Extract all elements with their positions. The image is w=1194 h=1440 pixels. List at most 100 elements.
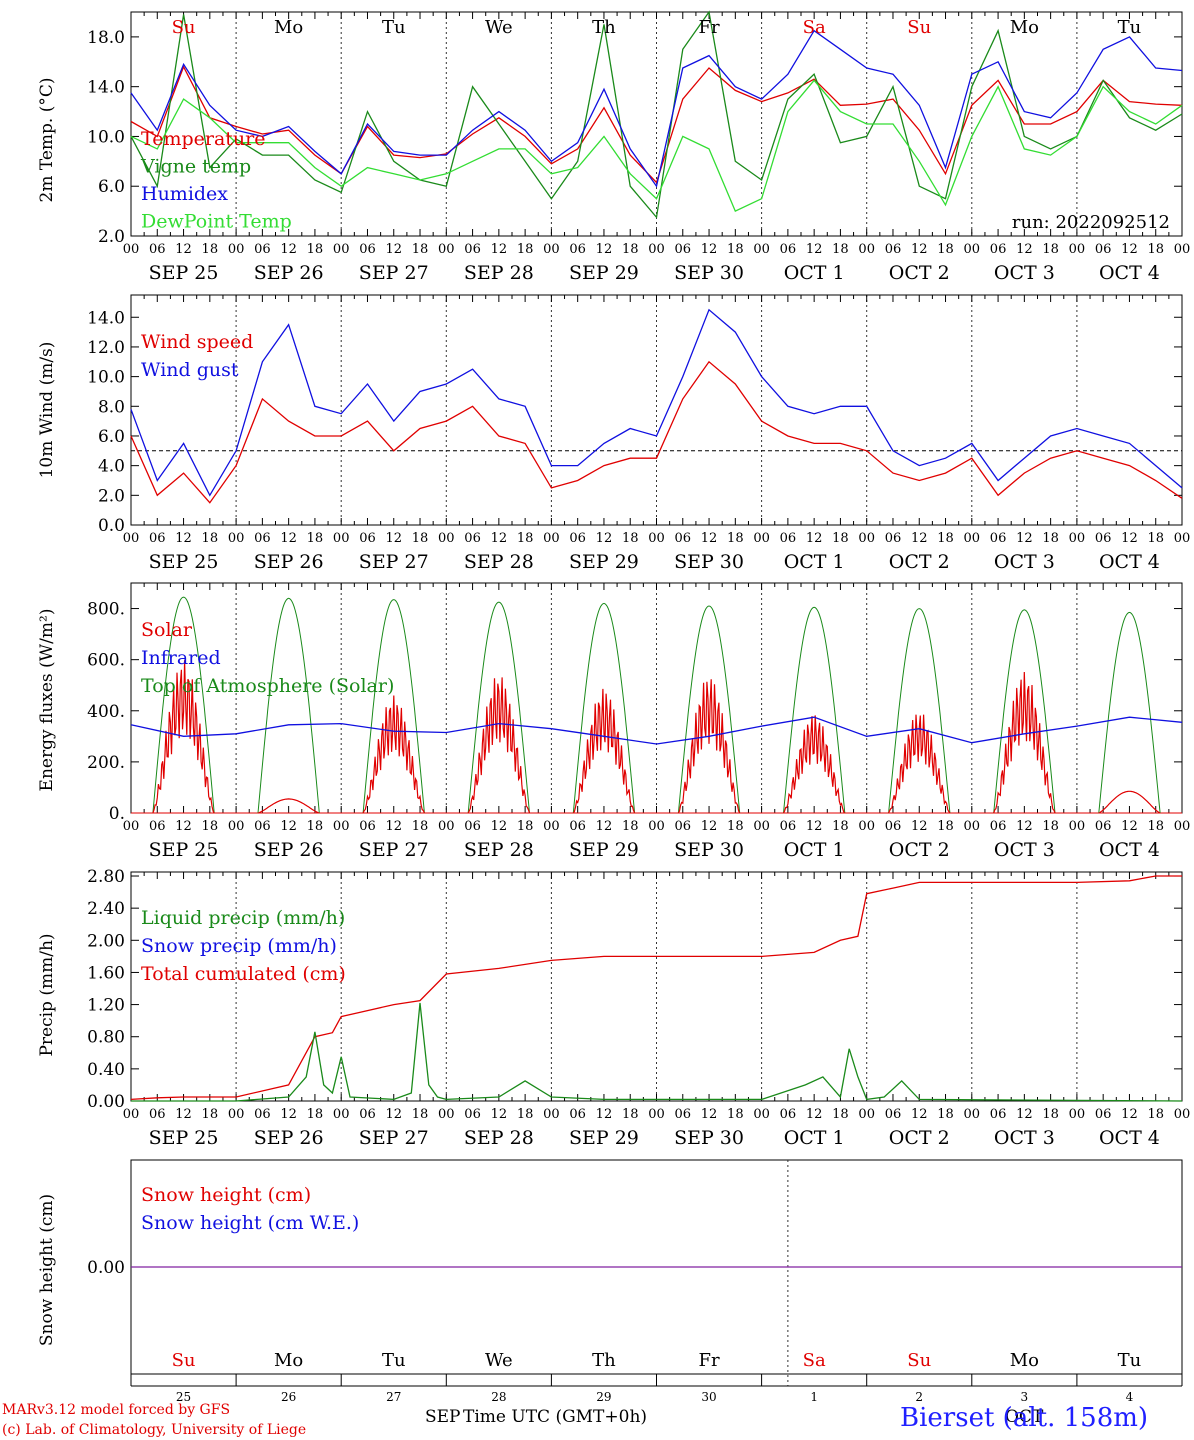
hour-label: 18 [622, 819, 639, 834]
hour-label: 18 [412, 819, 429, 834]
weekday-label: Mo [274, 17, 303, 38]
weekday-label: Mo [1010, 17, 1039, 38]
hour-label: 18 [202, 531, 219, 546]
hour-label: 00 [543, 242, 560, 257]
date-label: OCT 1 [784, 262, 845, 284]
hour-label: 00 [543, 819, 560, 834]
date-label: OCT 1 [784, 551, 845, 573]
hour-label: 18 [307, 531, 324, 546]
hour-label: 12 [1121, 819, 1138, 834]
hour-label: 00 [1069, 242, 1086, 257]
y-axis-label: Energy fluxes (W/m²) [37, 609, 57, 792]
hour-label: 18 [832, 819, 849, 834]
y-tick-label: 0.00 [87, 1258, 125, 1278]
bottom-month-right: OCT [1005, 1407, 1044, 1427]
hour-label: 06 [1095, 819, 1112, 834]
hour-label: 00 [648, 1107, 665, 1122]
y-tick-label: 400. [87, 702, 125, 722]
legend-entry: Temperature [141, 128, 265, 150]
hour-label: 18 [1147, 531, 1164, 546]
hour-label: 12 [385, 242, 402, 257]
hour-label: 00 [858, 531, 875, 546]
hour-label: 06 [149, 1107, 166, 1122]
hour-label: 18 [517, 242, 534, 257]
hour-label: 18 [832, 1107, 849, 1122]
hour-label: 12 [1016, 242, 1033, 257]
date-label: SEP 27 [359, 551, 429, 573]
day-number: 4 [1126, 1390, 1134, 1404]
hour-label: 06 [990, 819, 1007, 834]
hour-label: 18 [937, 531, 954, 546]
weekday-label: Fr [699, 17, 720, 38]
date-label: SEP 30 [674, 1127, 744, 1149]
hour-label: 00 [438, 242, 455, 257]
hour-label: 12 [175, 531, 192, 546]
day-number: 2 [915, 1390, 923, 1404]
hour-label: 00 [333, 819, 350, 834]
hour-label: 12 [175, 819, 192, 834]
legend-entry: Snow height (cm) [141, 1184, 311, 1206]
series-line-liquid-precip-mm-h- [131, 1002, 1183, 1102]
date-label: OCT 2 [889, 839, 950, 861]
weekday-label: Tu [382, 1350, 406, 1371]
hour-label: 00 [228, 531, 245, 546]
hour-label: 06 [675, 819, 692, 834]
hour-label: 12 [596, 531, 613, 546]
hour-label: 12 [1016, 531, 1033, 546]
y-tick-label: 8.0 [98, 397, 125, 417]
date-label: OCT 3 [994, 839, 1055, 861]
bottom-month-left: SEP [425, 1407, 461, 1427]
hour-label: 00 [1174, 1107, 1191, 1122]
hour-label: 12 [806, 1107, 823, 1122]
weekday-label: Su [172, 17, 196, 38]
date-label: OCT 4 [1099, 839, 1160, 861]
y-tick-label: 600. [87, 651, 125, 671]
date-label: SEP 30 [674, 262, 744, 284]
hour-label: 18 [1147, 1107, 1164, 1122]
hour-label: 06 [149, 531, 166, 546]
hour-label: 12 [491, 242, 508, 257]
series-line-vigne-temp [130, 10, 1183, 219]
hour-label: 00 [648, 531, 665, 546]
hour-label: 00 [1069, 1107, 1086, 1122]
hour-label: 06 [359, 531, 376, 546]
hour-label: 18 [622, 1107, 639, 1122]
hour-label: 12 [911, 242, 928, 257]
date-label: SEP 28 [464, 1127, 534, 1149]
weekday-label: Tu [1118, 17, 1142, 38]
date-label: SEP 28 [464, 839, 534, 861]
date-label: SEP 29 [569, 1127, 639, 1149]
hour-label: 00 [123, 531, 140, 546]
y-tick-label: 4.0 [98, 457, 125, 477]
hour-label: 06 [254, 1107, 271, 1122]
date-label: OCT 2 [889, 1127, 950, 1149]
y-axis-label: Snow height (cm) [37, 1194, 57, 1346]
date-label: SEP 29 [569, 839, 639, 861]
hour-label: 18 [412, 1107, 429, 1122]
legend-entry: DewPoint Temp [141, 211, 292, 233]
y-tick-label: 0.00 [87, 1092, 125, 1112]
hour-label: 00 [438, 1107, 455, 1122]
date-label: SEP 25 [149, 1127, 219, 1149]
hour-label: 06 [675, 1107, 692, 1122]
hour-label: 12 [385, 819, 402, 834]
hour-label: 00 [1174, 819, 1191, 834]
hour-label: 06 [359, 242, 376, 257]
hour-label: 06 [254, 531, 271, 546]
hour-label: 06 [254, 242, 271, 257]
date-label: SEP 25 [149, 839, 219, 861]
hour-label: 06 [885, 531, 902, 546]
hour-label: 18 [1147, 819, 1164, 834]
hour-label: 00 [964, 242, 981, 257]
panel-1: 2.0 6.0 10.0 14.0 18.0 2m Temp. (°C) Temperatu… [37, 10, 1190, 284]
date-label: SEP 28 [464, 551, 534, 573]
hour-label: 00 [123, 819, 140, 834]
y-tick-label: 1.60 [87, 963, 125, 983]
hour-label: 18 [202, 242, 219, 257]
hour-label: 18 [1147, 242, 1164, 257]
date-label: SEP 27 [359, 1127, 429, 1149]
hour-label: 12 [1121, 242, 1138, 257]
hour-label: 18 [517, 531, 534, 546]
hour-label: 18 [1042, 531, 1059, 546]
y-tick-label: 2.40 [87, 899, 125, 919]
